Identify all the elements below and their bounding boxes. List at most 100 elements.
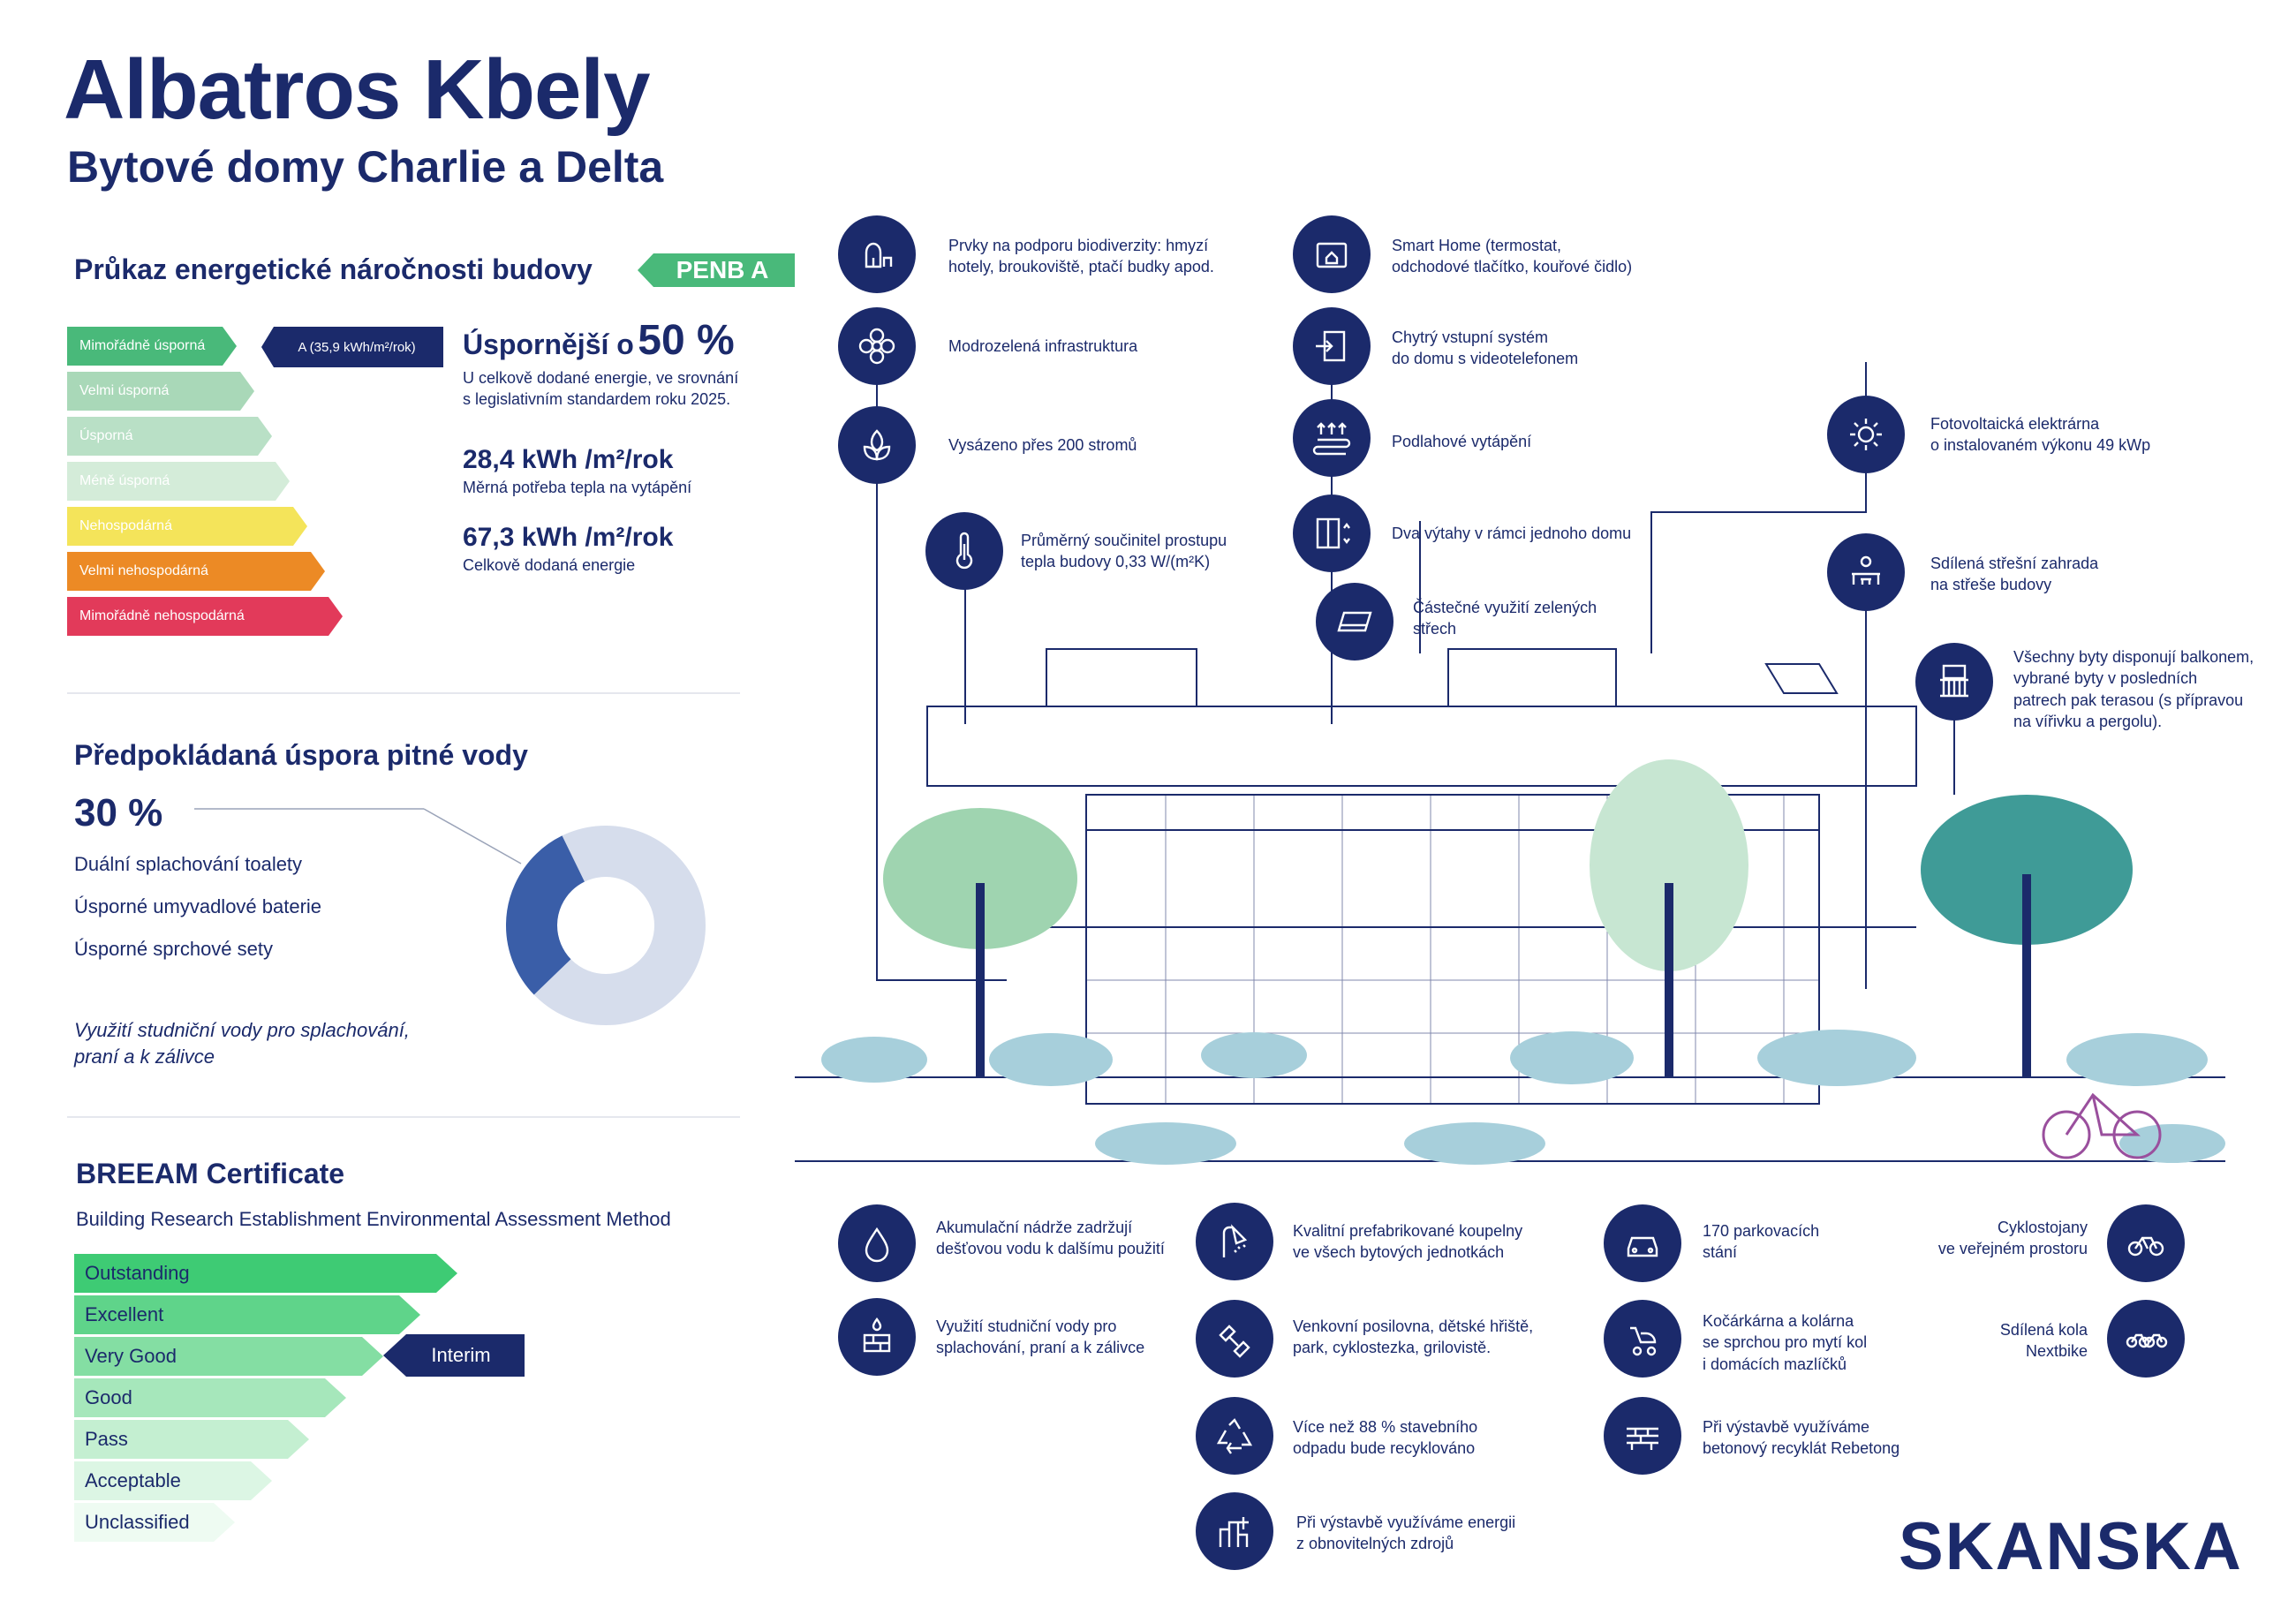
- bike-path-icon: [2107, 1204, 2185, 1282]
- shared-bike-icon: [2107, 1300, 2185, 1378]
- breeam-level-row: Acceptable: [74, 1461, 272, 1500]
- feature-text: Akumulační nádrže zadržují dešťovou vodu…: [936, 1217, 1165, 1260]
- renewable-energy-icon: [1196, 1492, 1273, 1570]
- floor-heating-icon: [1293, 399, 1371, 477]
- saving-note-line: U celkově dodané energie, ve srovnání: [463, 369, 739, 387]
- feature-text: Při výstavbě využíváme betonový recyklát…: [1703, 1416, 1899, 1460]
- feature-line: Chytrý vstupní systém: [1392, 328, 1549, 346]
- feature-line: Kočárkárna a kolárna: [1703, 1312, 1854, 1330]
- feature-line: i domácích mazlíčků: [1703, 1355, 1847, 1373]
- leader-line: [876, 318, 1007, 981]
- penb-heading: Průkaz energetické náročnosti budovy: [74, 253, 593, 285]
- feature-text: Dva výtahy v rámci jednoho domu: [1392, 525, 1632, 542]
- feature-line: střech: [1413, 620, 1457, 638]
- feature-line: Sdílená střešní zahrada: [1930, 555, 2099, 572]
- tree-icon: [838, 406, 916, 484]
- well-icon: [838, 1298, 916, 1376]
- balcony-icon: [1915, 643, 1993, 721]
- feature-text: Fotovoltaická elektrárna o instalovaném …: [1930, 413, 2150, 457]
- feature-text: Vysázeno přes 200 stromů: [948, 436, 1137, 454]
- heat-demand-value: 28,4 kWh /m²/rok: [463, 445, 674, 474]
- feature-line: betonový recyklát Rebetong: [1703, 1439, 1900, 1458]
- energy-class-row: Velmi úsporná: [67, 372, 254, 411]
- feature-line: Všechny byty disponují balkonem,: [2013, 648, 2254, 666]
- feature-text: Podlahové vytápění: [1392, 433, 1532, 450]
- green-roof-icon: [1316, 583, 1393, 661]
- water-measure-item: Úsporné umyvadlové baterie: [74, 895, 322, 917]
- water-drop-icon: [838, 1204, 916, 1282]
- feature-line: park, cyklostezka, grilovistě.: [1293, 1339, 1492, 1357]
- smart-home-icon: [1293, 215, 1371, 293]
- feature-line: Nextbike: [2025, 1342, 2088, 1361]
- shower-icon: [1196, 1203, 1273, 1280]
- feature-line: na vířivku a pergolu).: [2013, 712, 2163, 730]
- feature-line: Venkovní posilovna, dětské hřiště,: [1293, 1317, 1534, 1335]
- feature-line: tepla budovy 0,33 W/(m²K): [1021, 553, 1211, 571]
- leader-line: [423, 808, 522, 864]
- recycle-icon: [1196, 1397, 1273, 1475]
- feature-line: 170 parkovacích: [1703, 1222, 1820, 1240]
- feature-text: Venkovní posilovna, dětské hřiště, park,…: [1293, 1316, 1533, 1359]
- total-energy-value: 67,3 kWh /m²/rok: [463, 523, 674, 552]
- saving-note-line: s legislativním standardem roku 2025.: [463, 390, 731, 409]
- roof-garden-icon: [1827, 533, 1905, 611]
- feature-text: Při výstavbě využíváme energii z obnovit…: [1296, 1512, 1515, 1555]
- saving-prefix: Úspornější o: [463, 328, 634, 360]
- breeam-scale: Outstanding Excellent Very Good Good Pas…: [74, 1254, 457, 1542]
- feature-text: Smart Home (termostat, odchodové tlačítk…: [1392, 235, 1632, 278]
- feature-line: Využití studniční vody pro: [936, 1317, 1117, 1335]
- water-note-line: Využití studniční vody pro splachování,: [74, 1019, 410, 1041]
- feature-line: dešťovou vodu k dalšímu použití: [936, 1240, 1165, 1258]
- bicycle: [2042, 1092, 2162, 1159]
- water-heading: Předpokládaná úspora pitné vody: [74, 739, 528, 771]
- water-percent: 30 %: [74, 791, 163, 834]
- breeam-level-row: Excellent: [74, 1295, 420, 1334]
- door-entry-icon: [1293, 307, 1371, 385]
- penb-rating-label: A (35,9 kWh/m²/rok): [261, 327, 443, 367]
- feature-line: do domu s videotelefonem: [1392, 350, 1579, 368]
- feature-line: Při výstavbě využíváme energii: [1296, 1514, 1516, 1531]
- feature-text: Sdílená střešní zahrada na střeše budovy: [1930, 553, 2098, 596]
- energy-class-row: Velmi nehospodárná: [67, 552, 325, 591]
- feature-line: na střeše budovy: [1930, 576, 2052, 594]
- total-energy-label: Celkově dodaná energie: [463, 556, 636, 574]
- saving-value: 50 %: [638, 317, 735, 364]
- biodiversity-icon: [838, 215, 916, 293]
- feature-text: 170 parkovacích stání: [1703, 1220, 1819, 1264]
- solar-panel: [1764, 663, 1839, 694]
- feature-text: Využití studniční vody pro splachování, …: [936, 1316, 1144, 1359]
- building-facade: [1085, 794, 1820, 1105]
- energy-class-row: Nehospodárná: [67, 507, 307, 546]
- feature-line: se sprchou pro mytí kol: [1703, 1333, 1868, 1352]
- breeam-subheading: Building Research Establishment Environm…: [76, 1208, 671, 1230]
- breeam-heading: BREEAM Certificate: [76, 1158, 345, 1189]
- water-measure-item: Úsporné sprchové sety: [74, 938, 273, 960]
- feature-line: vybrané byty v posledních: [2013, 669, 2198, 688]
- feature-line: Akumulační nádrže zadržují: [936, 1219, 1133, 1236]
- feature-line: Smart Home (termostat,: [1392, 237, 1562, 254]
- breeam-level-row: Unclassified: [74, 1503, 235, 1542]
- feature-text: Všechny byty disponují balkonem, vybrané…: [2013, 646, 2254, 732]
- feature-line: Fotovoltaická elektrárna: [1930, 415, 2100, 433]
- energy-class-row: Méně úsporná: [67, 462, 290, 501]
- building-top-floor: [926, 706, 1917, 787]
- thermometer-icon: [925, 512, 1003, 590]
- water-note-line: praní a k zálivce: [74, 1045, 215, 1068]
- solar-icon: [1827, 396, 1905, 473]
- feature-text: Kočárkárna a kolárna se sprchou pro mytí…: [1703, 1310, 1867, 1375]
- heat-demand-label: Měrná potřeba tepla na vytápění: [463, 479, 692, 496]
- dumbbell-icon: [1196, 1300, 1273, 1378]
- bushes: [821, 1030, 2225, 1165]
- breeam-level-row: Good: [74, 1378, 346, 1417]
- feature-line: Prvky na podporu biodiverzity: hmyzí: [948, 237, 1209, 254]
- energy-class-row: Mimořádně nehospodárná: [67, 597, 343, 636]
- feature-line: Průměrný součinitel prostupu: [1021, 532, 1227, 549]
- feature-line: odchodové tlačítko, kouřové čidlo): [1392, 258, 1633, 276]
- feature-text: Prvky na podporu biodiverzity: hmyzí hot…: [948, 235, 1214, 278]
- saving-note: U celkově dodané energie, ve srovnání s …: [463, 367, 738, 411]
- car-icon: [1604, 1204, 1681, 1282]
- skanska-logo: SKANSKA: [1899, 1509, 2243, 1584]
- page-title: Albatros Kbely: [64, 42, 650, 137]
- feature-text: Částečné využití zelených střech: [1413, 597, 1597, 640]
- section-divider: [67, 1116, 740, 1118]
